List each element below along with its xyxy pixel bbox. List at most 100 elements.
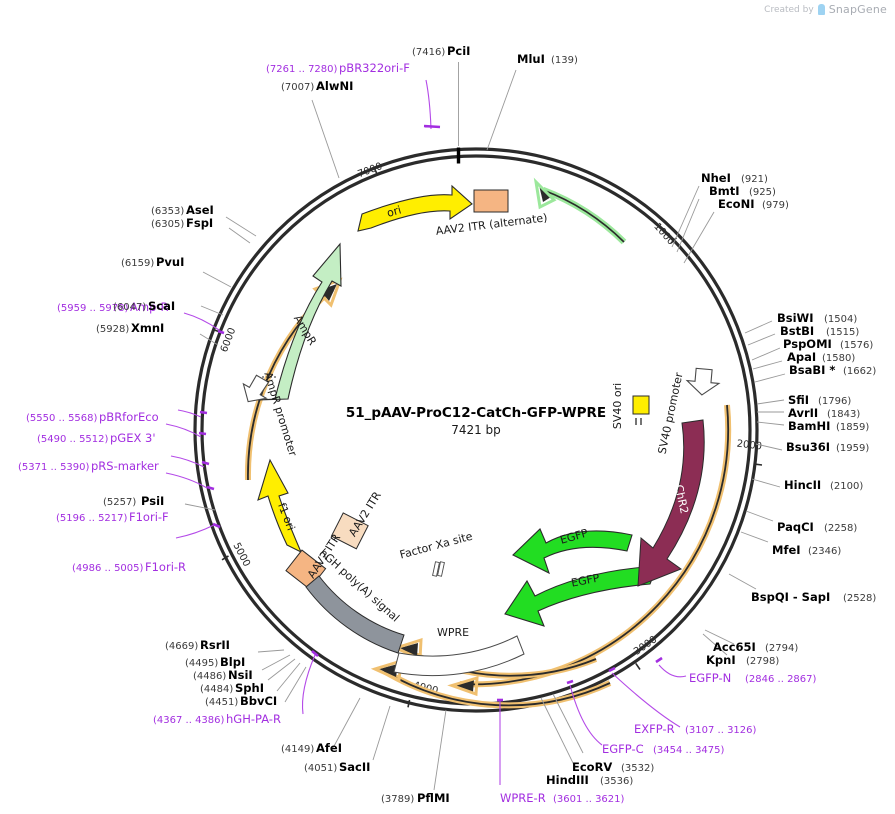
primer-name: WPRE-R (500, 791, 546, 805)
enzyme-pos: (1504) (824, 314, 857, 325)
enzyme-pos: (6305) (151, 219, 184, 230)
label-scai[interactable]: (6047) ScaI (113, 299, 175, 313)
label-hgh-pa-r[interactable]: (4367 .. 4386) hGH-PA-R (153, 712, 281, 726)
label-pflmi[interactable]: (3789) PflMI (381, 791, 450, 805)
enzyme-name: Bsu36I (786, 440, 830, 454)
label-fspi[interactable]: (6305) FspI (151, 216, 213, 230)
enzyme-name: ScaI (148, 299, 175, 313)
label-mlui[interactable]: MluI (139) (517, 52, 578, 66)
label-alwni[interactable]: (7007) AlwNI (281, 79, 353, 93)
label-paqci[interactable]: PaqCI (2258) (777, 520, 857, 534)
feature-egfp-lower[interactable]: EGFP (504, 565, 658, 627)
feature-ori[interactable]: ori (357, 184, 473, 232)
label-exfp-r[interactable]: EXFP-R (3107 .. 3126) (634, 722, 757, 736)
enzyme-name: NsiI (228, 668, 253, 682)
enzyme-name: EcoRV (572, 760, 612, 774)
enzyme-name: SacII (339, 760, 370, 774)
label-bsu36i[interactable]: Bsu36I (1959) (786, 440, 869, 454)
enzyme-pos: (5928) (96, 324, 129, 335)
label-bsiwi[interactable]: BsiWI (1504) (777, 311, 857, 325)
label-sfii[interactable]: SfiI (1796) (788, 393, 851, 407)
enzyme-name: SfiI (788, 393, 809, 407)
label-mfei[interactable]: MfeI (2346) (772, 543, 841, 557)
label-econi[interactable]: EcoNI (979) (718, 197, 789, 211)
label-pbrforeco[interactable]: (5550 .. 5568) pBRforEco (26, 410, 159, 424)
label-nhei[interactable]: NheI (921) (701, 171, 768, 185)
primer-name: hGH-PA-R (226, 712, 281, 726)
enzyme-name: AlwNI (316, 79, 353, 93)
label-amp-r[interactable]: (5959 .. 5978) Amp-R (57, 300, 169, 314)
enzyme-name: BsaBI * (789, 363, 835, 377)
label-hincii[interactable]: HincII (2100) (784, 478, 863, 492)
enzyme-pos: (3536) (600, 776, 633, 787)
label-bbvci[interactable]: (4451) BbvCI (205, 694, 277, 708)
enzyme-pos: (979) (762, 200, 789, 211)
feature-egfp-upper[interactable]: EGFP (512, 526, 633, 575)
primer-range: (3454 .. 3475) (653, 745, 725, 756)
enzyme-pos: (7007) (281, 82, 314, 93)
enzyme-pos: (921) (741, 174, 768, 185)
label-pbr322ori-f[interactable]: (7261 .. 7280) pBR322ori-F (266, 61, 410, 75)
enzyme-pos: (2798) (746, 656, 779, 667)
label-bamhi[interactable]: BamHI (1859) (788, 419, 869, 433)
enzyme-name: BlpI (220, 655, 245, 669)
feature-label-sv40-ori: SV40 ori (611, 383, 624, 429)
feature-sv40-ori[interactable]: SV40 ori (611, 383, 650, 429)
label-blpi[interactable]: (4495) BlpI (185, 655, 245, 669)
enzyme-name: MfeI (772, 543, 801, 557)
feature-f1-ori[interactable]: f1 ori (257, 458, 303, 554)
label-wpre-r[interactable]: WPRE-R (3601 .. 3621) (500, 791, 625, 805)
label-apai[interactable]: ApaI (1580) (787, 350, 855, 364)
feature-label-egfp-lower: EGFP (570, 571, 601, 589)
label-ecorv[interactable]: EcoRV (3532) (572, 760, 654, 774)
enzyme-name: FspI (186, 216, 213, 230)
label-rsrii[interactable]: (4669) RsrII (165, 638, 230, 652)
label-f1ori-f[interactable]: (5196 .. 5217) F1ori-F (56, 510, 169, 524)
primer-range: (5959 .. 5978) (57, 303, 129, 314)
label-kpni[interactable]: KpnI (2798) (706, 653, 779, 667)
enzyme-name: PaqCI (777, 520, 814, 534)
label-bmti[interactable]: BmtI (925) (709, 184, 776, 198)
label-psii[interactable]: (5257) PsiI (103, 494, 164, 508)
label-pgex3[interactable]: (5490 .. 5512) pGEX 3' (37, 431, 156, 445)
enzyme-pos: (2528) (843, 593, 876, 604)
label-bsabi[interactable]: BsaBI * (1662) (789, 363, 876, 377)
primer-name: EGFP-N (689, 671, 731, 685)
feature-chr2[interactable]: ChR2 (637, 419, 705, 587)
feature-wpre[interactable]: WPRE (393, 626, 525, 677)
feature-label-sv40-promoter: SV40 promoter (656, 371, 686, 455)
label-asei[interactable]: (6353) AseI (151, 203, 214, 217)
label-pspomi[interactable]: PspOMI (1576) (783, 337, 873, 351)
label-egfp-n[interactable]: EGFP-N (2846 .. 2867) (689, 671, 817, 685)
label-bspqi-sapi[interactable]: BspQI - SapI (2528) (751, 590, 876, 604)
label-avrii[interactable]: AvrII (1843) (788, 406, 860, 420)
feature-factor-xa-site[interactable]: Factor Xa site (398, 530, 474, 577)
label-hindiii[interactable]: HindIII (3536) (546, 773, 633, 787)
label-pcii[interactable]: (7416) PciI (412, 44, 470, 58)
label-sacii[interactable]: (4051) SacII (304, 760, 370, 774)
primer-range: (5371 .. 5390) (18, 462, 90, 473)
label-xmni[interactable]: (5928) XmnI (96, 321, 164, 335)
enzyme-pos: (6159) (121, 258, 154, 269)
enzyme-pos: (139) (551, 55, 578, 66)
label-sphi[interactable]: (4484) SphI (200, 681, 264, 695)
label-prs-marker[interactable]: (5371 .. 5390) pRS-marker (18, 459, 159, 473)
enzyme-pos: (2346) (808, 546, 841, 557)
label-nsii[interactable]: (4486) NsiI (193, 668, 253, 682)
enzyme-name: XmnI (131, 321, 164, 335)
plasmid-size: 7421 bp (451, 423, 501, 437)
label-pvui[interactable]: (6159) PvuI (121, 255, 184, 269)
label-acc65i[interactable]: Acc65I (2794) (713, 640, 798, 654)
label-bstbi[interactable]: BstBI (1515) (780, 324, 859, 338)
label-egfp-c[interactable]: EGFP-C (3454 .. 3475) (602, 742, 725, 756)
axis-tick-label: 1000 (651, 221, 676, 247)
primer-range: (5550 .. 5568) (26, 413, 98, 424)
label-afei[interactable]: (4149) AfeI (281, 741, 342, 755)
label-f1ori-r[interactable]: (4986 .. 5005) F1ori-R (72, 560, 186, 574)
plasmid-title-group: 51_pAAV-ProC12-CatCh-GFP-WPRE 7421 bp (346, 405, 606, 437)
primer-name: EGFP-C (602, 742, 644, 756)
enzyme-name: AseI (186, 203, 214, 217)
enzyme-pos: (1859) (836, 422, 869, 433)
primer-range: (7261 .. 7280) (266, 64, 338, 75)
enzyme-pos: (1796) (818, 396, 851, 407)
